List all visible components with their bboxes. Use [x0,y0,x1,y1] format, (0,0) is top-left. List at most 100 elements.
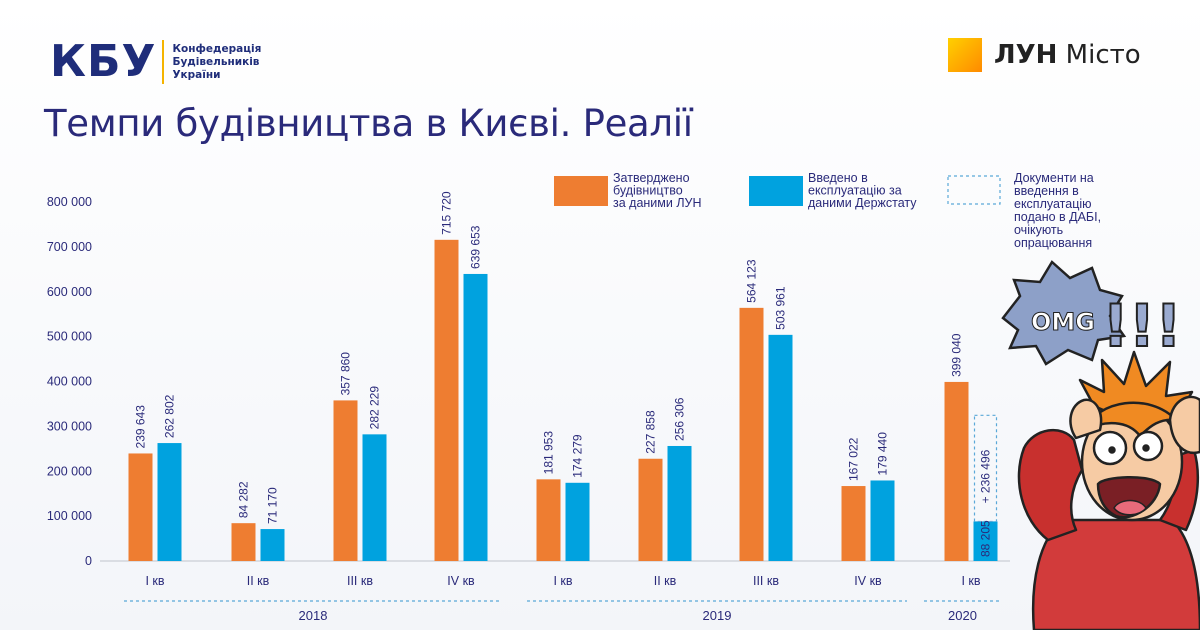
data-label-commissioned: 639 653 [469,225,483,269]
y-tick-label: 500 000 [47,330,92,344]
bar-approved [434,239,459,561]
data-label-approved: 715 720 [440,191,454,235]
x-tick-label: IV кв [854,574,882,588]
kbu-logo-text: Конфедерація Будівельників України [172,43,261,82]
page-title: Темпи будівництва в Києві. Реалії [44,102,693,145]
lun-misto-logo: ЛУН Місто [948,38,1141,72]
y-tick-label: 600 000 [47,285,92,299]
kbu-logo-line: Конфедерація [172,42,262,55]
x-tick-label: I кв [961,574,980,588]
bar-commissioned [565,482,590,561]
x-tick-label: III кв [347,574,373,588]
character-tongue [1113,499,1147,516]
data-label-commissioned: 256 306 [673,397,687,441]
bar-commissioned [157,443,182,561]
bar-approved [638,458,663,561]
bar-commissioned [463,273,488,561]
data-label-approved: 399 040 [950,333,964,377]
legend-label: Введено в [808,171,868,185]
legend-label: очікують [1014,223,1063,237]
bar-approved [333,400,358,561]
data-label-commissioned: 262 802 [163,394,177,438]
bar-approved [536,479,561,561]
legend-swatch [749,176,803,206]
character-right-hand [1168,395,1200,455]
y-tick-label: 700 000 [47,240,92,254]
character-left-hand [1069,398,1103,440]
y-tick-label: 800 000 [47,195,92,209]
bar-approved [944,381,969,561]
x-tick-label: II кв [654,574,677,588]
bar-commissioned [870,480,895,561]
character-hair-front [1084,401,1178,438]
year-label: 2020 [948,608,977,623]
legend-label: за даними ЛУН [613,196,702,210]
y-tick-label: 200 000 [47,464,92,478]
exclamation-marks: !!! [1102,292,1181,360]
panicking-character [1017,350,1200,630]
data-label-commissioned: 179 440 [876,432,890,476]
data-label-commissioned: 88 205 [979,520,993,557]
legend-swatch [947,175,1001,205]
character-left-pupil [1108,446,1116,454]
x-tick-label: I кв [145,574,164,588]
y-tick-label: 400 000 [47,375,92,389]
lun-logo-text: ЛУН Місто [994,40,1141,70]
bar-commissioned [362,434,387,561]
data-label-commissioned: 174 279 [571,434,585,478]
y-tick-label: 0 [85,554,92,568]
legend-label: опрацювання [1014,236,1092,250]
y-tick-label: 100 000 [47,509,92,523]
legend-label: експлуатацію за [808,184,902,198]
legend-label: даними Держстату [808,196,917,210]
legend-label: Документи на [1014,171,1094,185]
character-shirt [1031,518,1200,630]
kbu-logo-divider [162,40,165,84]
data-label-approved: 181 953 [542,431,556,475]
legend-label: будівництво [613,184,683,198]
data-label-approved: 227 858 [644,410,658,454]
bar-commissioned [768,334,793,561]
omg-speech-bubble: OMG [1001,260,1127,366]
data-label-approved: 167 022 [847,437,861,481]
y-tick-label: 300 000 [47,419,92,433]
data-label-approved: 239 643 [134,405,148,449]
kbu-logo-mark: КБУ [50,36,157,87]
omg-text: OMG [1031,308,1095,336]
x-tick-label: III кв [753,574,779,588]
x-tick-label: I кв [553,574,572,588]
legend-swatch [554,176,608,206]
legend-label: експлуатацію [1014,197,1092,211]
kbu-logo-line: України [172,68,221,81]
bar-approved [128,453,153,561]
bar-approved [231,523,256,561]
year-label: 2019 [703,608,732,623]
character-right-pupil [1142,444,1150,452]
legend-label: подано в ДАБІ, [1014,210,1101,224]
bar-commissioned [667,445,692,561]
legend-label: введення в [1014,184,1079,198]
lun-logo-icon [948,38,982,72]
data-label-approved: 84 282 [237,481,251,518]
kbu-logo-line: Будівельників [172,55,260,68]
data-label-pending: + 236 496 [979,449,993,503]
year-label: 2018 [299,608,328,623]
data-label-commissioned: 503 961 [774,286,788,330]
data-label-approved: 564 123 [745,259,759,303]
bar-approved [841,486,866,561]
character-left-arm [1017,428,1084,542]
data-label-commissioned: 71 170 [266,487,280,524]
bar-commissioned [973,521,998,561]
bar-commissioned [260,529,285,561]
bar-approved [739,307,764,561]
legend-label: Затверджено [613,171,690,185]
lun-logo-rest: Місто [1057,40,1141,70]
lun-logo-bold: ЛУН [994,40,1058,70]
x-tick-label: IV кв [447,574,475,588]
character-right-arm [1158,448,1200,532]
bar-pending [973,414,998,523]
data-label-commissioned: 282 229 [368,386,382,430]
data-label-approved: 357 860 [339,352,353,396]
